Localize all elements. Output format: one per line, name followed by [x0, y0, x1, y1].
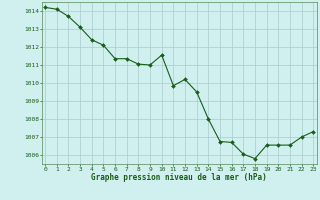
- X-axis label: Graphe pression niveau de la mer (hPa): Graphe pression niveau de la mer (hPa): [91, 173, 267, 182]
